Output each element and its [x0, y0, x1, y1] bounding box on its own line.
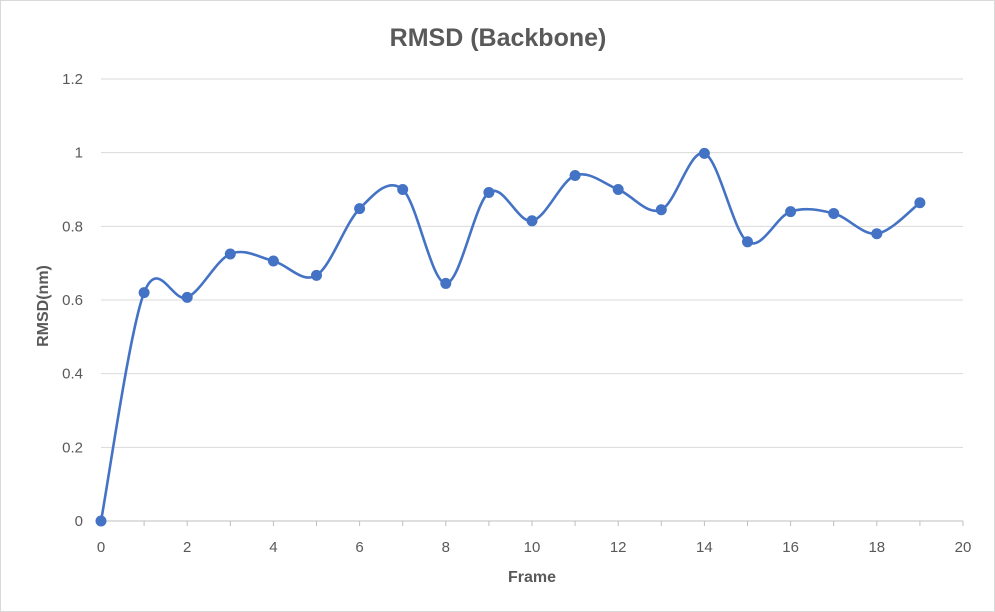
data-point — [655, 204, 667, 216]
data-point — [698, 147, 710, 159]
data-point — [612, 184, 624, 195]
x-tick-label: 14 — [696, 539, 713, 556]
data-point — [828, 207, 840, 219]
x-tick-label: 10 — [524, 539, 541, 556]
x-tick-label: 0 — [97, 539, 105, 556]
x-tick-label: 12 — [610, 539, 627, 556]
data-point — [440, 277, 452, 289]
y-axis-title: RMSD(nm) — [35, 265, 52, 347]
data-point — [181, 291, 193, 303]
x-tick-label: 18 — [868, 539, 885, 556]
data-point — [267, 255, 279, 267]
data-point — [354, 203, 366, 215]
y-tick-label: 0.4 — [62, 366, 83, 383]
series-rmsd — [95, 147, 926, 527]
data-point — [785, 206, 797, 218]
data-point — [742, 236, 753, 248]
data-point — [397, 184, 409, 195]
y-tick-labels: 0 0.2 0.4 0.6 0.8 1 1.2 — [62, 71, 83, 530]
x-tick-label: 16 — [782, 539, 799, 556]
x-tick-label: 8 — [442, 539, 450, 556]
data-point — [569, 170, 581, 182]
y-tick-label: 0.2 — [62, 439, 83, 456]
data-point — [224, 248, 236, 260]
y-tick-label: 0.8 — [62, 218, 83, 235]
x-tick-label: 4 — [269, 539, 277, 556]
data-point — [871, 228, 883, 240]
axes — [100, 520, 964, 526]
x-tick-label: 2 — [183, 539, 191, 556]
y-tick-label: 1.2 — [62, 71, 83, 88]
series-line — [99, 152, 921, 522]
x-tick-labels: 0 2 4 6 8 10 12 14 16 18 20 — [97, 539, 972, 556]
x-tick-label: 6 — [355, 539, 363, 556]
data-point — [311, 269, 322, 281]
data-point — [526, 215, 538, 227]
chart-title: RMSD (Backbone) — [390, 24, 607, 52]
data-point — [483, 186, 495, 198]
gridlines — [101, 78, 963, 448]
data-point — [914, 197, 926, 209]
y-tick-label: 0 — [75, 513, 83, 530]
x-tick-label: 20 — [955, 539, 972, 556]
y-tick-label: 0.6 — [62, 292, 83, 309]
y-tick-label: 1 — [75, 145, 83, 162]
data-point — [95, 515, 107, 527]
x-axis-title: Frame — [508, 569, 556, 586]
data-point — [138, 287, 150, 299]
